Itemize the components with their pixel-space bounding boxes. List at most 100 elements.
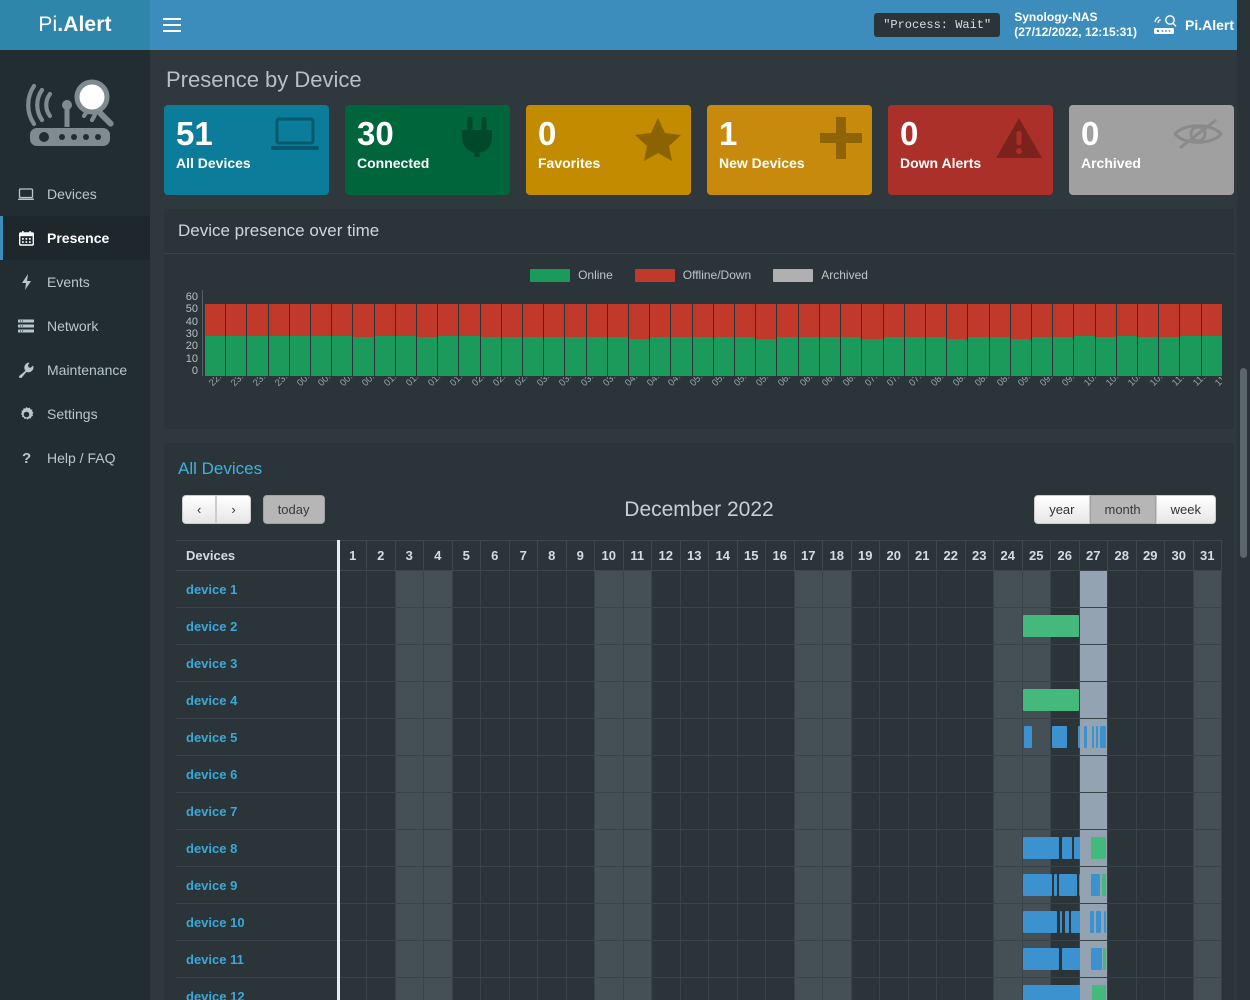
calendar-day-cell[interactable] bbox=[708, 570, 738, 608]
presence-event-bar[interactable] bbox=[1065, 911, 1069, 933]
calendar-day-cell[interactable] bbox=[1107, 718, 1137, 756]
calendar-day-cell[interactable] bbox=[508, 570, 538, 608]
calendar-day-cell[interactable] bbox=[1107, 570, 1137, 608]
calendar-day-cell[interactable] bbox=[1050, 644, 1080, 682]
calendar-day-cell[interactable] bbox=[1078, 792, 1108, 830]
calendar-day-cell[interactable] bbox=[537, 829, 567, 867]
calendar-day-cell[interactable] bbox=[936, 607, 966, 645]
calendar-day-cell[interactable] bbox=[451, 829, 481, 867]
calendar-day-cell[interactable] bbox=[565, 570, 595, 608]
calendar-day-cell[interactable] bbox=[1107, 607, 1137, 645]
calendar-day-cell[interactable] bbox=[565, 607, 595, 645]
calendar-day-cell[interactable] bbox=[594, 977, 624, 1000]
calendar-day-cell[interactable] bbox=[336, 866, 367, 904]
presence-event-bar[interactable] bbox=[1091, 874, 1100, 896]
calendar-day-cell[interactable] bbox=[622, 607, 652, 645]
device-name-link[interactable]: device 9 bbox=[176, 866, 339, 904]
calendar-day-cell[interactable] bbox=[964, 681, 994, 719]
calendar-day-cell[interactable] bbox=[1021, 755, 1051, 793]
presence-event-bar[interactable] bbox=[1092, 985, 1107, 1000]
presence-event-bar[interactable] bbox=[1092, 726, 1095, 748]
sidebar-item-network[interactable]: Network bbox=[0, 304, 150, 348]
calendar-day-cell[interactable] bbox=[736, 644, 766, 682]
device-name-link[interactable]: device 4 bbox=[176, 681, 339, 719]
calendar-day-cell[interactable] bbox=[423, 903, 453, 941]
calendar-day-cell[interactable] bbox=[708, 644, 738, 682]
calendar-day-cell[interactable] bbox=[537, 681, 567, 719]
calendar-day-cell[interactable] bbox=[423, 866, 453, 904]
calendar-day-cell[interactable] bbox=[1021, 977, 1091, 1000]
calendar-day-cell[interactable] bbox=[336, 940, 367, 978]
stat-card-favorites[interactable]: 0 Favorites bbox=[526, 105, 691, 195]
calendar-day-cell[interactable] bbox=[480, 903, 510, 941]
calendar-day-cell[interactable] bbox=[822, 829, 852, 867]
calendar-day-cell[interactable] bbox=[708, 718, 738, 756]
calendar-day-cell[interactable] bbox=[822, 681, 852, 719]
calendar-day-cell[interactable] bbox=[651, 607, 681, 645]
calendar-day-cell[interactable] bbox=[651, 829, 681, 867]
calendar-day-cell[interactable] bbox=[394, 644, 424, 682]
calendar-day-cell[interactable] bbox=[736, 792, 766, 830]
calendar-view-year[interactable]: year bbox=[1034, 495, 1090, 524]
calendar-day-cell[interactable] bbox=[565, 866, 595, 904]
device-name-link[interactable]: device 5 bbox=[176, 718, 339, 756]
calendar-day-cell[interactable] bbox=[993, 681, 1023, 719]
calendar-day-cell[interactable] bbox=[1107, 903, 1137, 941]
calendar-day-cell[interactable] bbox=[423, 644, 453, 682]
presence-event-bar[interactable] bbox=[1090, 911, 1094, 933]
calendar-day-cell[interactable] bbox=[1021, 829, 1060, 867]
stat-card-all-devices[interactable]: 51 All Devices bbox=[164, 105, 329, 195]
calendar-day-cell[interactable] bbox=[936, 792, 966, 830]
calendar-day-cell[interactable] bbox=[736, 755, 766, 793]
calendar-day-cell[interactable] bbox=[1164, 755, 1194, 793]
calendar-day-cell[interactable] bbox=[508, 607, 538, 645]
calendar-day-cell[interactable] bbox=[1021, 607, 1080, 645]
calendar-day-cell[interactable] bbox=[850, 792, 880, 830]
calendar-day-cell[interactable] bbox=[993, 977, 1023, 1000]
calendar-day-cell[interactable] bbox=[765, 977, 795, 1000]
calendar-day-cell[interactable] bbox=[565, 940, 595, 978]
calendar-day-cell[interactable] bbox=[1050, 866, 1090, 904]
calendar-day-cell[interactable] bbox=[765, 570, 795, 608]
calendar-day-cell[interactable] bbox=[622, 829, 652, 867]
calendar-day-cell[interactable] bbox=[480, 681, 510, 719]
calendar-day-cell[interactable] bbox=[850, 644, 880, 682]
calendar-day-cell[interactable] bbox=[336, 570, 367, 608]
calendar-day-cell[interactable] bbox=[451, 977, 481, 1000]
calendar-day-cell[interactable] bbox=[907, 755, 937, 793]
calendar-day-cell[interactable] bbox=[366, 607, 396, 645]
calendar-day-cell[interactable] bbox=[822, 718, 852, 756]
calendar-day-cell[interactable] bbox=[1050, 681, 1080, 719]
presence-event-bar[interactable] bbox=[1022, 911, 1057, 933]
sidebar-item-presence[interactable]: Presence bbox=[0, 216, 150, 260]
calendar-day-cell[interactable] bbox=[1078, 718, 1108, 756]
calendar-day-cell[interactable] bbox=[822, 903, 852, 941]
presence-event-bar[interactable] bbox=[1083, 726, 1087, 748]
device-name-link[interactable]: device 11 bbox=[176, 940, 339, 978]
calendar-day-cell[interactable] bbox=[594, 829, 624, 867]
presence-event-bar[interactable] bbox=[1058, 874, 1077, 896]
calendar-day-cell[interactable] bbox=[793, 792, 823, 830]
calendar-day-cell[interactable] bbox=[964, 607, 994, 645]
calendar-day-cell[interactable] bbox=[1135, 866, 1165, 904]
calendar-day-cell[interactable] bbox=[993, 792, 1023, 830]
calendar-day-cell[interactable] bbox=[537, 644, 567, 682]
calendar-day-cell[interactable] bbox=[1192, 792, 1222, 830]
calendar-day-cell[interactable] bbox=[822, 755, 852, 793]
calendar-day-cell[interactable] bbox=[594, 718, 624, 756]
calendar-day-cell[interactable] bbox=[822, 977, 852, 1000]
calendar-day-cell[interactable] bbox=[708, 866, 738, 904]
calendar-day-cell[interactable] bbox=[907, 718, 937, 756]
calendar-day-cell[interactable] bbox=[879, 940, 909, 978]
presence-event-bar[interactable] bbox=[1095, 726, 1098, 748]
calendar-day-cell[interactable] bbox=[907, 866, 937, 904]
calendar-day-cell[interactable] bbox=[1078, 755, 1108, 793]
calendar-day-cell[interactable] bbox=[964, 866, 994, 904]
calendar-day-cell[interactable] bbox=[537, 718, 567, 756]
calendar-day-cell[interactable] bbox=[736, 607, 766, 645]
calendar-day-cell[interactable] bbox=[1164, 570, 1194, 608]
sidebar-item-maintenance[interactable]: Maintenance bbox=[0, 348, 150, 392]
calendar-day-cell[interactable] bbox=[480, 755, 510, 793]
calendar-day-cell[interactable] bbox=[537, 755, 567, 793]
calendar-day-cell[interactable] bbox=[594, 607, 624, 645]
